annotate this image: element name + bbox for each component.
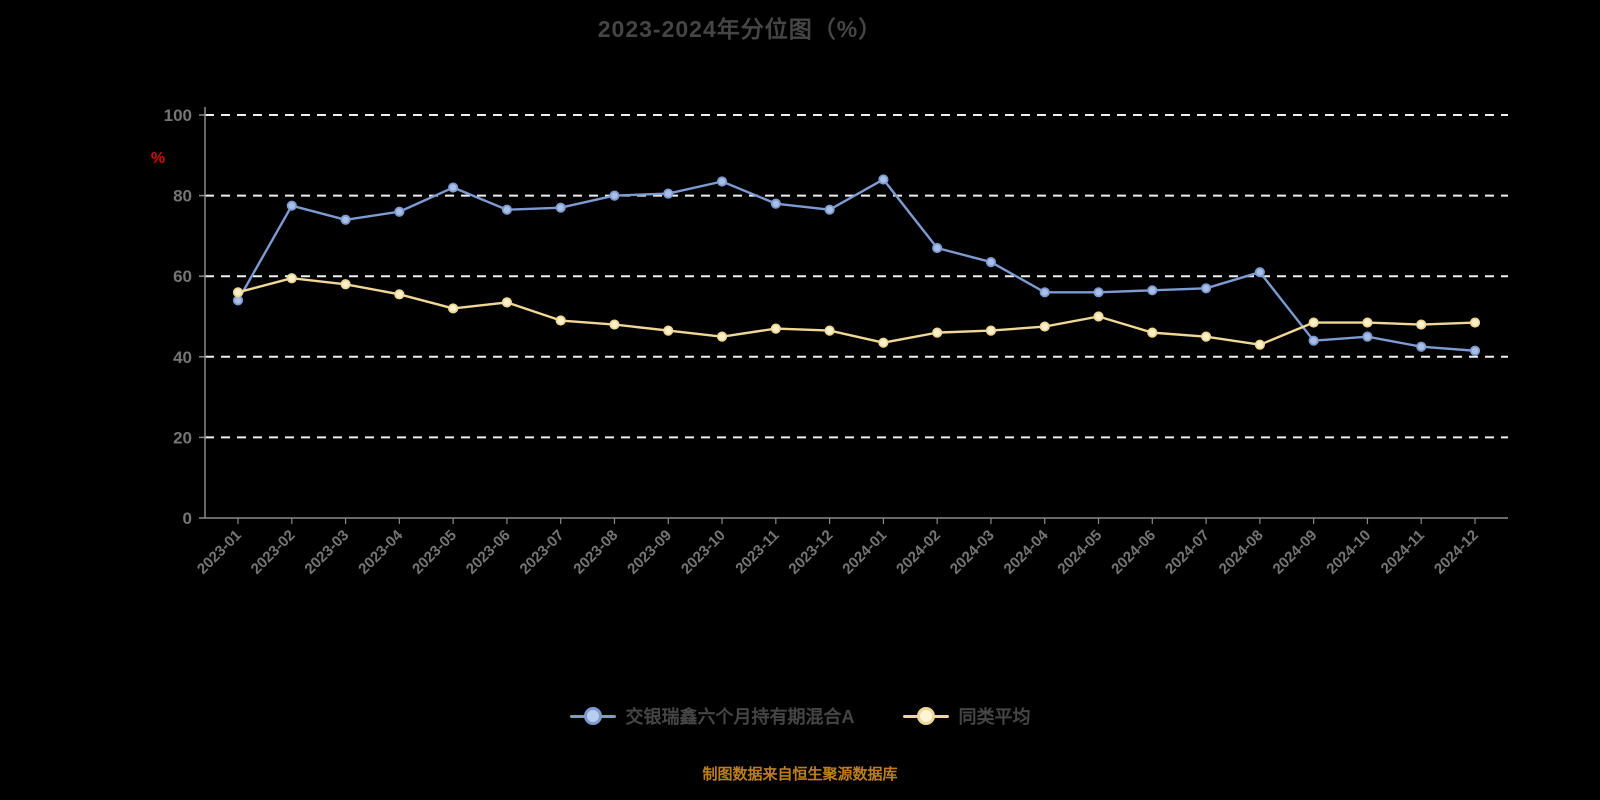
x-tick-label: 2024-06 <box>1108 527 1159 578</box>
data-point[interactable] <box>1308 335 1319 346</box>
x-tick-label: 2024-03 <box>947 527 998 578</box>
data-point[interactable] <box>985 325 997 336</box>
data-point[interactable] <box>1147 285 1158 296</box>
data-point[interactable] <box>1362 317 1373 328</box>
series-line-fund <box>236 178 1477 352</box>
data-point[interactable] <box>1200 283 1212 294</box>
data-point[interactable] <box>770 323 781 334</box>
y-tick-label: 80 <box>173 187 192 206</box>
data-point[interactable] <box>1147 327 1158 338</box>
y-tick-label: 60 <box>173 267 192 286</box>
data-point[interactable] <box>932 327 943 338</box>
x-tick-label: 2023-12 <box>785 527 836 578</box>
legend-label-average: 同类平均 <box>958 707 1031 727</box>
data-point[interactable] <box>770 198 781 209</box>
x-tick-label: 2024-07 <box>1162 527 1213 578</box>
chart-legend: 交银瑞鑫六个月持有期混合A 同类平均 <box>0 703 1600 729</box>
x-tick-label: 2023-06 <box>463 527 514 578</box>
data-point[interactable] <box>878 337 889 348</box>
data-point[interactable] <box>878 174 889 185</box>
x-tick-label: 2023-11 <box>732 527 782 577</box>
x-tick-label: 2024-02 <box>893 527 944 578</box>
x-tick-label: 2024-12 <box>1431 527 1482 578</box>
legend-item-average[interactable]: 同类平均 <box>902 703 1031 729</box>
data-point[interactable] <box>448 182 459 193</box>
legend-label-fund: 交银瑞鑫六个月持有期混合A <box>625 707 855 727</box>
average-series-marker-icon <box>902 707 949 725</box>
x-tick-label: 2023-04 <box>355 526 406 577</box>
data-point[interactable] <box>394 206 405 217</box>
x-tick-label: 2023-09 <box>624 527 675 578</box>
x-tick-label: 2024-01 <box>839 527 890 578</box>
data-point[interactable] <box>1039 287 1050 298</box>
data-point[interactable] <box>340 214 351 225</box>
data-point[interactable] <box>501 297 513 308</box>
data-point[interactable] <box>932 242 943 254</box>
x-tick-label: 2024-08 <box>1216 527 1267 578</box>
data-point[interactable] <box>1416 319 1427 330</box>
data-source-footnote: 制图数据来自恒生聚源数据库 <box>702 766 898 783</box>
y-tick-label: 20 <box>173 428 192 447</box>
x-tick-label: 2024-10 <box>1323 527 1374 578</box>
data-point[interactable] <box>555 315 566 326</box>
y-tick-label: 0 <box>183 509 192 528</box>
data-point[interactable] <box>1039 321 1050 332</box>
data-point[interactable] <box>1469 317 1481 328</box>
fund-series-marker-icon <box>569 707 616 725</box>
data-point[interactable] <box>1362 331 1373 342</box>
data-point[interactable] <box>716 176 728 187</box>
x-tick-label: 2023-01 <box>194 527 245 578</box>
x-tick-label: 2024-05 <box>1054 527 1105 578</box>
data-point[interactable] <box>609 190 620 201</box>
data-point[interactable] <box>609 319 620 330</box>
data-point[interactable] <box>286 273 297 284</box>
data-point[interactable] <box>824 325 835 336</box>
series-line-average <box>236 277 1477 346</box>
data-point[interactable] <box>394 289 405 300</box>
data-point[interactable] <box>448 303 459 314</box>
y-tick-label: 40 <box>173 348 192 367</box>
x-tick-label: 2023-02 <box>248 527 299 578</box>
data-point[interactable] <box>232 295 244 306</box>
x-tick-label: 2023-07 <box>517 527 568 578</box>
data-point[interactable] <box>985 256 997 268</box>
x-tick-label: 2024-11 <box>1378 527 1428 577</box>
data-point[interactable] <box>286 200 297 211</box>
data-point[interactable] <box>1093 311 1104 322</box>
data-point[interactable] <box>1308 317 1319 328</box>
data-point[interactable] <box>824 204 835 215</box>
data-point[interactable] <box>501 204 513 215</box>
data-point[interactable] <box>1469 345 1481 356</box>
data-point[interactable] <box>663 188 674 199</box>
data-point[interactable] <box>232 287 244 298</box>
data-point[interactable] <box>1416 341 1427 352</box>
x-tick-label: 2023-03 <box>301 527 352 578</box>
x-tick-label: 2024-09 <box>1270 527 1321 578</box>
x-tick-label: 2024-04 <box>1001 526 1052 577</box>
data-point[interactable] <box>1200 331 1212 342</box>
x-tick-label: 2023-10 <box>678 527 729 578</box>
legend-item-fund[interactable]: 交银瑞鑫六个月持有期混合A <box>569 703 855 729</box>
y-axis-unit-label: % <box>151 150 165 167</box>
data-point[interactable] <box>1254 339 1265 350</box>
chart-title: 2023-2024年分位图（%） <box>597 16 883 42</box>
data-point[interactable] <box>1093 287 1104 298</box>
data-point[interactable] <box>555 202 566 213</box>
data-point[interactable] <box>1254 267 1265 278</box>
y-tick-label: 100 <box>164 106 192 125</box>
data-point[interactable] <box>663 325 674 336</box>
x-tick-label: 2023-05 <box>409 527 460 578</box>
data-point[interactable] <box>340 279 351 290</box>
x-tick-label: 2023-08 <box>570 527 621 578</box>
data-point[interactable] <box>716 331 728 342</box>
